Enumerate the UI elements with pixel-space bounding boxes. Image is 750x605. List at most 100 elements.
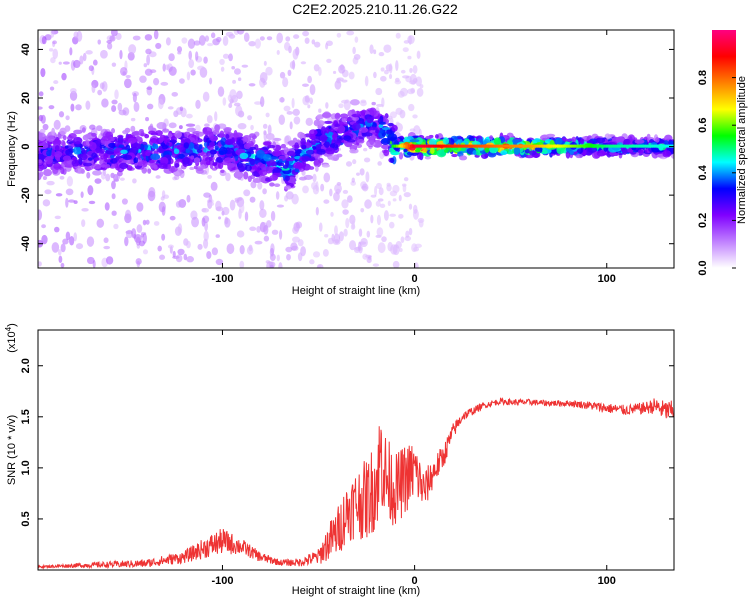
- spectrogram-cell: [412, 64, 418, 74]
- spectrogram-cell: [148, 187, 156, 198]
- spectrogram-cell: [280, 167, 290, 171]
- spectrogram-cell: [139, 143, 145, 151]
- spectrogram-cell: [483, 144, 487, 148]
- spectrogram-cell: [38, 132, 47, 141]
- spectrogram-cell: [139, 240, 145, 247]
- spectrogram-cell: [346, 30, 355, 36]
- spectrogram-cell: [142, 249, 149, 255]
- spectrogram-cell: [302, 83, 309, 87]
- spectrogram-cell: [161, 128, 170, 133]
- spectrogram-cell: [398, 248, 403, 253]
- spectrogram-cell: [421, 144, 425, 148]
- spectrogram-cell: [190, 69, 196, 76]
- spectrogram-cell: [39, 171, 44, 177]
- spectrogram-cell: [263, 141, 272, 146]
- spectrogram-cell: [262, 146, 270, 151]
- spectrogram-cell: [50, 57, 56, 64]
- spectrogram-cell: [59, 175, 65, 180]
- spectrogram-cell: [271, 150, 282, 157]
- spectrogram-cell: [325, 147, 335, 155]
- spectrogram-cell: [467, 144, 471, 148]
- spectrogram-cell: [451, 153, 458, 158]
- spectrogram-cell: [62, 140, 66, 148]
- spectrogram-cell: [623, 138, 631, 145]
- spectrogram-cell: [419, 84, 424, 89]
- spectrogram-cell: [215, 234, 220, 238]
- spectrogram-cell: [418, 219, 424, 228]
- spectrogram-cell: [237, 176, 242, 180]
- spectrogram-cell: [220, 137, 227, 146]
- spectrogram-cell: [297, 239, 304, 247]
- spectrogram-cell: [112, 157, 117, 164]
- spectrogram-cell: [146, 103, 154, 110]
- spectrogram-cell: [398, 194, 402, 202]
- spectrogram-cell: [277, 162, 285, 167]
- colorbar-gradient: [712, 30, 736, 268]
- spectrogram-cell: [409, 80, 417, 85]
- spectrogram-cell: [173, 148, 180, 155]
- spectrogram-cell: [104, 202, 110, 211]
- spectrogram-cell: [393, 144, 397, 148]
- spectrogram-cell: [175, 200, 182, 208]
- spectrogram-cells: [38, 30, 674, 268]
- snr-y-tick-label: 2.0: [20, 358, 32, 373]
- spectrogram-cell: [411, 243, 418, 253]
- spectrogram-cell: [463, 144, 467, 148]
- spectrogram-cell: [356, 172, 360, 176]
- spectrogram-cell: [321, 164, 330, 168]
- spectrogram-cell: [195, 99, 201, 110]
- spectrogram-cell: [249, 196, 256, 203]
- spectrogram-cell: [333, 191, 340, 202]
- spectrogram-cell: [663, 144, 667, 148]
- spectrogram-cell: [338, 231, 344, 242]
- spectrogram-cell: [451, 144, 455, 148]
- spectrogram-cell: [292, 48, 299, 60]
- spectrogram-cell: [144, 134, 150, 139]
- spectrogram-cell: [522, 144, 526, 148]
- spectrogram-cell: [368, 126, 378, 131]
- spectrogram-cell: [85, 50, 93, 55]
- spectrogram-cell: [254, 240, 263, 245]
- spectrogram-cell: [408, 35, 412, 45]
- spectrogram-cell: [200, 152, 208, 157]
- spectrogram-cell: [236, 139, 244, 147]
- spectrogram-cell: [416, 50, 421, 60]
- spectrogram-cell: [104, 164, 111, 169]
- spectrogram-cell: [398, 213, 404, 219]
- spectrogram-cell: [350, 180, 357, 186]
- spectrogram-cell: [114, 140, 120, 148]
- spectrogram-cell: [239, 260, 245, 268]
- spectrogram-cell: [269, 182, 275, 187]
- spectrogram-cell: [415, 76, 422, 87]
- spectrogram-cell: [271, 229, 279, 235]
- spectrogram-cell: [189, 166, 195, 171]
- snr-multiplier-base: (x10: [6, 331, 18, 352]
- spectrogram-cell: [248, 83, 256, 87]
- spectrogram-cell: [145, 117, 150, 122]
- spectrogram-cell: [54, 145, 60, 152]
- spectrogram-cell: [400, 87, 408, 97]
- spectrogram-cell: [80, 191, 84, 198]
- spectrogram-cell: [62, 61, 70, 65]
- spectrogram-cell: [73, 129, 83, 135]
- spectrogram-cell: [638, 144, 642, 148]
- spectrogram-cell: [99, 82, 105, 90]
- spectrogram-cell: [148, 125, 154, 132]
- spectrogram-cell: [202, 91, 210, 102]
- spectrogram-cell: [502, 144, 506, 148]
- spectrogram-cell: [225, 31, 234, 37]
- spectrogram-cell: [403, 192, 411, 198]
- spectrogram-cell: [363, 147, 368, 152]
- spectrogram-cell: [64, 145, 69, 149]
- spectrogram-cell: [218, 216, 222, 220]
- spectrogram-cell: [661, 144, 665, 148]
- spectrogram-cell: [564, 144, 568, 148]
- spectrogram-cell: [338, 125, 346, 133]
- spectrogram-cell: [318, 66, 322, 76]
- spectrogram-cell: [186, 240, 191, 249]
- spectrogram-cell: [164, 64, 170, 71]
- spectrogram-cell: [320, 126, 327, 135]
- spectrogram-cell: [175, 254, 183, 263]
- snr-frame: [37, 329, 675, 571]
- spectrogram-x-tick-label: 100: [598, 273, 616, 285]
